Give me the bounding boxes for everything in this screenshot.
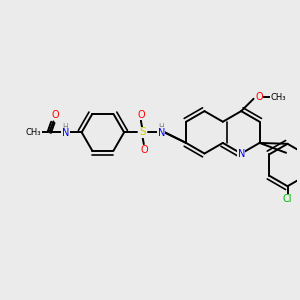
Text: N: N — [62, 128, 69, 138]
Text: S: S — [139, 127, 146, 137]
Text: H: H — [158, 122, 164, 131]
Text: Cl: Cl — [283, 194, 292, 205]
Text: N: N — [238, 148, 245, 158]
Text: H: H — [63, 122, 68, 131]
Text: O: O — [140, 145, 148, 155]
Text: O: O — [137, 110, 145, 120]
Text: CH₃: CH₃ — [271, 93, 286, 102]
Text: CH₃: CH₃ — [26, 128, 41, 137]
Text: O: O — [52, 110, 60, 120]
Text: O: O — [255, 92, 263, 102]
Text: N: N — [158, 128, 165, 138]
